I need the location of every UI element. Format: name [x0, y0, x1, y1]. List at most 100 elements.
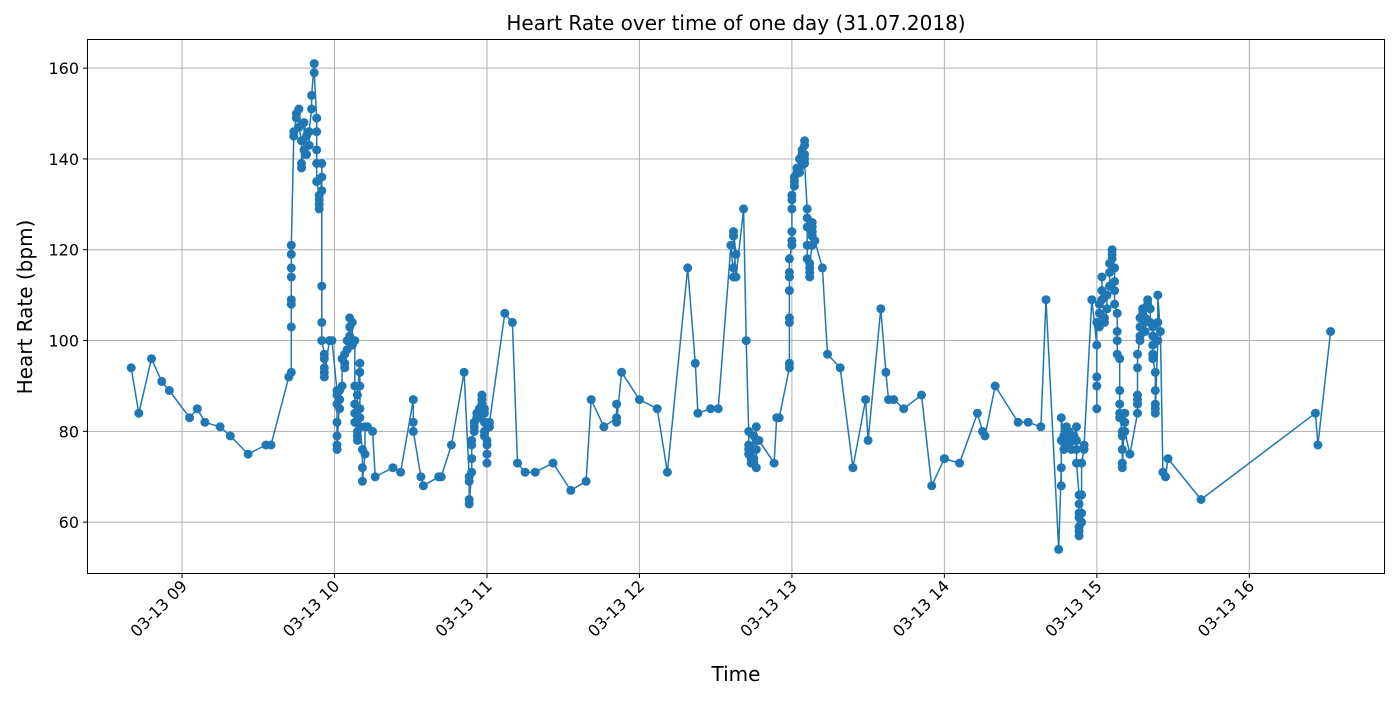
data-point [817, 263, 827, 273]
data-point [784, 358, 794, 368]
data-point [436, 472, 446, 482]
data-point [360, 449, 370, 459]
data-point [1074, 531, 1084, 541]
data-point [917, 390, 926, 400]
data-point [713, 404, 723, 414]
data-point [1079, 440, 1089, 450]
data-point [1056, 413, 1066, 423]
data-point [810, 236, 820, 246]
data-point [286, 272, 296, 282]
data-point [876, 304, 886, 314]
data-point [307, 104, 317, 114]
data-point [332, 431, 342, 441]
data-point [286, 295, 296, 305]
data-point [1313, 440, 1323, 450]
data-point [823, 349, 832, 359]
data-point [302, 149, 311, 159]
data-point [1115, 399, 1125, 409]
data-point [147, 354, 156, 364]
data-point [1092, 381, 1102, 391]
data-point [1150, 367, 1160, 377]
data-point [1153, 317, 1163, 327]
data-point [1120, 417, 1130, 427]
data-point [612, 417, 622, 427]
data-point [1023, 417, 1033, 427]
data-point [1102, 304, 1112, 314]
data-point [319, 354, 329, 364]
data-point [309, 68, 319, 78]
data-point [1087, 295, 1097, 305]
y-tick-label: 100 [48, 332, 79, 351]
data-point [800, 136, 810, 146]
data-point [1100, 317, 1109, 327]
data-point [307, 90, 317, 100]
data-point [1163, 454, 1173, 464]
data-point [784, 286, 794, 296]
data-point [1155, 327, 1165, 336]
data-point [1153, 336, 1163, 346]
data-point [1036, 422, 1046, 432]
data-point [787, 204, 797, 214]
data-point [1153, 290, 1163, 300]
data-point [357, 476, 367, 486]
data-point [1117, 445, 1127, 454]
data-point [1110, 263, 1120, 273]
x-tick-label: 03-13 13 [736, 576, 800, 640]
data-point [1077, 517, 1087, 527]
grid-lines [88, 40, 1384, 573]
y-tick-label: 80 [59, 422, 79, 441]
data-point [192, 404, 202, 414]
data-point [1115, 386, 1125, 395]
y-axis-ticks: 60 80 100 120 140 160 [48, 59, 88, 532]
data-point [1077, 458, 1087, 468]
data-point [317, 281, 327, 291]
data-point [408, 426, 418, 436]
data-point [485, 417, 494, 427]
data-point [1112, 327, 1122, 336]
plot-frame [87, 39, 1385, 574]
data-point [335, 404, 345, 414]
data-point [286, 249, 296, 259]
data-point [1115, 354, 1125, 364]
data-point [548, 458, 558, 468]
data-point [1072, 435, 1081, 445]
data-point [899, 404, 909, 414]
data-point [1092, 404, 1102, 414]
data-point [1150, 386, 1160, 395]
data-point [355, 413, 365, 423]
data-point [297, 163, 306, 173]
data-point [1133, 363, 1142, 373]
data-point [1092, 372, 1102, 382]
data-point [459, 367, 469, 377]
data-point [784, 267, 794, 277]
data-point [304, 127, 314, 137]
data-point [787, 236, 797, 246]
data-point [690, 358, 700, 368]
data-point [807, 218, 817, 227]
data-point [586, 395, 596, 405]
data-point [634, 395, 644, 405]
data-point [1133, 408, 1142, 418]
data-point [215, 422, 225, 432]
data-point [520, 467, 530, 477]
data-point [164, 386, 174, 395]
y-tick-label: 120 [48, 241, 79, 260]
data-point [581, 476, 591, 486]
data-point [1133, 349, 1142, 359]
data-point [482, 458, 492, 468]
data-point [243, 449, 253, 459]
data-point [446, 440, 456, 450]
data-point [370, 472, 380, 482]
data-point [507, 317, 517, 327]
y-tick-label: 60 [59, 513, 79, 532]
data-point [185, 413, 195, 423]
data-point [467, 435, 477, 445]
data-point [317, 317, 327, 327]
data-point [751, 463, 761, 473]
y-tick-label: 160 [48, 59, 79, 78]
data-point [312, 127, 322, 137]
data-point [350, 336, 360, 346]
data-point [1097, 272, 1107, 282]
data-point [482, 435, 492, 445]
